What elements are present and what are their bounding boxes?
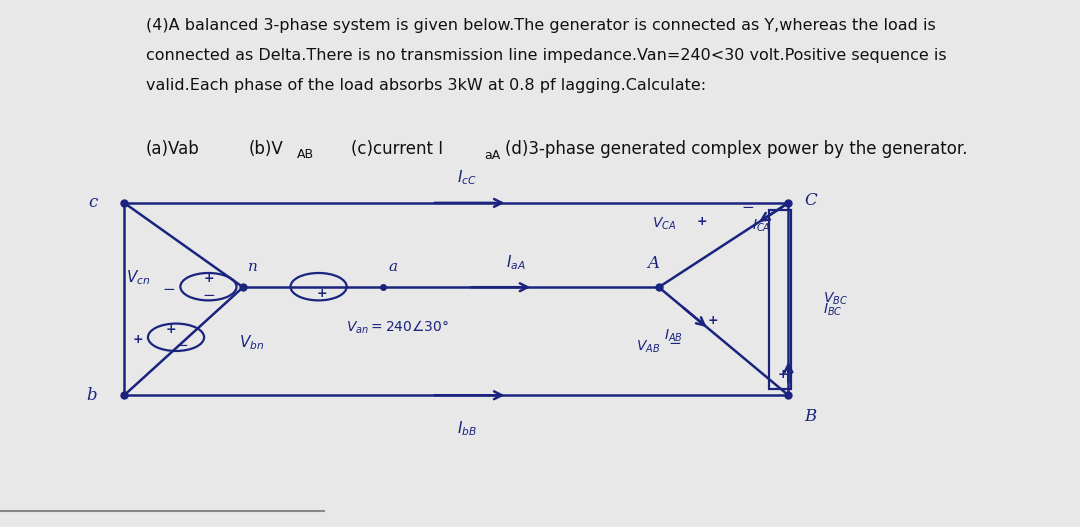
Text: $I_{BC}$: $I_{BC}$ <box>823 301 842 318</box>
Text: $I_{cC}$: $I_{cC}$ <box>457 169 477 187</box>
Text: +: + <box>133 334 144 346</box>
Text: +: + <box>316 287 327 300</box>
Text: −: − <box>741 200 754 214</box>
Text: $I_{AB}$: $I_{AB}$ <box>664 328 683 344</box>
Text: a: a <box>389 260 397 274</box>
Text: b: b <box>86 387 97 404</box>
Text: $I_{bB}$: $I_{bB}$ <box>457 419 477 437</box>
Text: (c)current I: (c)current I <box>351 140 443 158</box>
Text: n: n <box>248 260 258 274</box>
Text: aA: aA <box>484 149 500 162</box>
Text: $I_{aA}$: $I_{aA}$ <box>507 254 526 272</box>
Text: (d)3-phase generated complex power by the generator.: (d)3-phase generated complex power by th… <box>505 140 968 158</box>
Text: +: + <box>203 272 214 285</box>
Text: (b)V: (b)V <box>248 140 283 158</box>
Text: $I_{CA}$: $I_{CA}$ <box>752 218 771 234</box>
Text: +: + <box>697 215 707 228</box>
Text: +: + <box>778 368 788 380</box>
Text: valid.Each phase of the load absorbs 3kW at 0.8 pf lagging.Calculate:: valid.Each phase of the load absorbs 3kW… <box>146 78 706 93</box>
Text: −: − <box>175 338 188 353</box>
Text: $V_{AB}$: $V_{AB}$ <box>636 338 660 355</box>
Text: $V_{BC}$: $V_{BC}$ <box>823 291 848 307</box>
Text: AB: AB <box>297 148 314 161</box>
Bar <box>769 210 791 389</box>
Text: connected as Delta.There is no transmission line impedance.Van=240<30 volt.Posit: connected as Delta.There is no transmiss… <box>146 48 946 63</box>
Text: c: c <box>87 194 97 211</box>
Text: $V_{bn}$: $V_{bn}$ <box>239 333 264 352</box>
Text: $V_{CA}$: $V_{CA}$ <box>652 216 676 232</box>
Text: −: − <box>669 336 681 352</box>
Text: (4)A balanced 3-phase system is given below.The generator is connected as Y,wher: (4)A balanced 3-phase system is given be… <box>146 18 935 33</box>
Text: +: + <box>165 323 176 336</box>
Text: +: + <box>707 314 718 327</box>
Text: −: − <box>202 288 215 302</box>
Text: B: B <box>805 408 816 425</box>
Text: $V_{an}=240\angle30°$: $V_{an}=240\angle30°$ <box>346 318 449 336</box>
Text: (a)Vab: (a)Vab <box>146 140 200 158</box>
Text: $V_{cn}$: $V_{cn}$ <box>126 268 150 287</box>
Text: A: A <box>647 256 660 272</box>
Text: C: C <box>805 192 818 209</box>
Text: −: − <box>162 282 175 297</box>
